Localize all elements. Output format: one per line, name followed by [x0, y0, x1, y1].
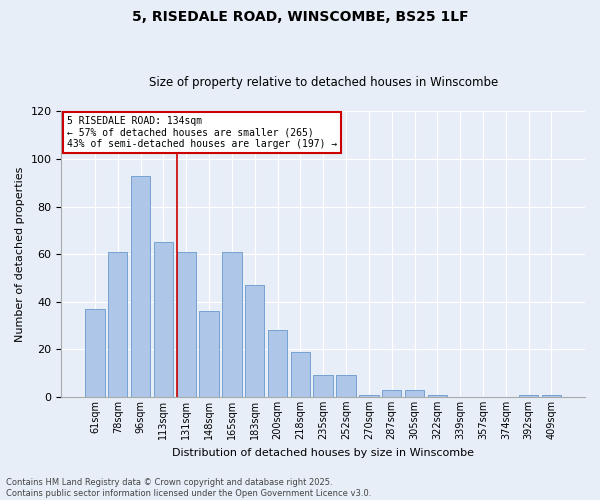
Bar — [245, 285, 265, 397]
Bar — [108, 252, 127, 397]
Bar — [405, 390, 424, 397]
Bar — [428, 394, 447, 397]
Bar — [268, 330, 287, 397]
Bar — [176, 252, 196, 397]
Bar — [85, 309, 104, 397]
X-axis label: Distribution of detached houses by size in Winscombe: Distribution of detached houses by size … — [172, 448, 474, 458]
Y-axis label: Number of detached properties: Number of detached properties — [15, 166, 25, 342]
Bar — [382, 390, 401, 397]
Bar — [519, 394, 538, 397]
Text: Contains HM Land Registry data © Crown copyright and database right 2025.
Contai: Contains HM Land Registry data © Crown c… — [6, 478, 371, 498]
Bar — [222, 252, 242, 397]
Bar — [337, 376, 356, 397]
Bar — [290, 352, 310, 397]
Bar — [131, 176, 150, 397]
Bar — [199, 312, 219, 397]
Bar — [542, 394, 561, 397]
Bar — [154, 242, 173, 397]
Text: 5 RISEDALE ROAD: 134sqm
← 57% of detached houses are smaller (265)
43% of semi-d: 5 RISEDALE ROAD: 134sqm ← 57% of detache… — [67, 116, 337, 149]
Title: Size of property relative to detached houses in Winscombe: Size of property relative to detached ho… — [149, 76, 498, 90]
Bar — [359, 394, 379, 397]
Text: 5, RISEDALE ROAD, WINSCOMBE, BS25 1LF: 5, RISEDALE ROAD, WINSCOMBE, BS25 1LF — [131, 10, 469, 24]
Bar — [313, 376, 333, 397]
